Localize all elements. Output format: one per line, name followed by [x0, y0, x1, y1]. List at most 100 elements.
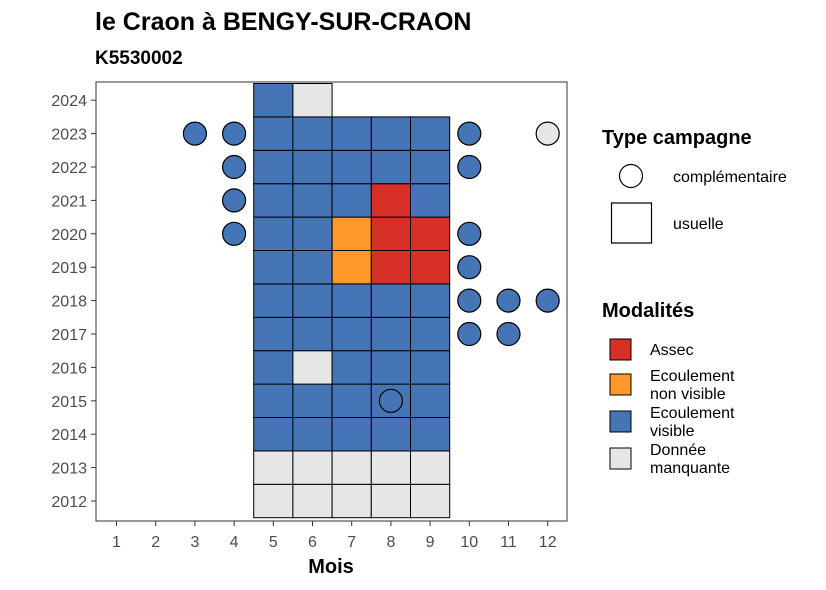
legend-label-manquante: Donnée manquante — [650, 442, 730, 477]
legend-swatch-assec — [609, 338, 632, 361]
cell-usuelle-2012-7 — [331, 483, 372, 519]
cell-usuelle-2021-8 — [370, 183, 411, 218]
cell-usuelle-2017-5 — [253, 316, 294, 352]
cell-usuelle-2019-9 — [410, 250, 451, 285]
x-tick-label-7: 7 — [347, 534, 356, 551]
legend-label-assec: Assec — [650, 342, 694, 359]
point-complementaire-2020-4 — [222, 221, 247, 246]
y-tick-label-2021: 2021 — [51, 193, 87, 210]
legend-label-visible: Ecoulement visible — [650, 405, 735, 440]
cell-usuelle-2018-6 — [292, 283, 333, 318]
cell-usuelle-2013-7 — [331, 450, 372, 485]
cell-usuelle-2020-8 — [370, 216, 411, 252]
cell-usuelle-2012-5 — [253, 483, 294, 519]
cell-usuelle-2015-6 — [292, 383, 333, 419]
cell-usuelle-2019-6 — [292, 250, 333, 285]
point-complementaire-2015-8 — [378, 388, 403, 413]
y-tick-label-2012: 2012 — [51, 494, 87, 511]
cell-usuelle-2018-9 — [410, 283, 451, 318]
cell-usuelle-2022-7 — [331, 149, 372, 185]
y-tick-label-2016: 2016 — [51, 360, 87, 377]
cell-usuelle-2013-5 — [253, 450, 294, 485]
cell-usuelle-2014-9 — [410, 417, 451, 452]
plot-cells — [253, 83, 451, 519]
cell-usuelle-2013-8 — [370, 450, 411, 485]
cell-usuelle-2023-8 — [370, 116, 411, 151]
legend-type-campagne-title: Type campagne — [602, 127, 752, 149]
legend-key-usuelle — [610, 202, 653, 244]
chart-subtitle: K5530002 — [95, 48, 183, 69]
y-tick-label-2019: 2019 — [51, 260, 87, 277]
cell-usuelle-2015-7 — [331, 383, 372, 419]
x-tick-label-12: 12 — [539, 534, 557, 551]
cell-usuelle-2012-6 — [292, 483, 333, 519]
cell-usuelle-2016-6 — [292, 350, 333, 385]
cell-usuelle-2021-9 — [410, 183, 451, 218]
point-complementaire-2022-4 — [222, 154, 247, 180]
point-complementaire-2023-12 — [535, 121, 560, 146]
point-complementaire-2023-4 — [222, 121, 247, 146]
y-tick-label-2014: 2014 — [51, 427, 87, 444]
y-tick-label-2013: 2013 — [51, 461, 87, 478]
cell-usuelle-2014-8 — [370, 417, 411, 452]
cell-usuelle-2018-8 — [370, 283, 411, 318]
cell-usuelle-2012-9 — [410, 483, 451, 519]
cell-usuelle-2019-8 — [370, 250, 411, 285]
cell-usuelle-2024-5 — [253, 83, 294, 118]
y-tick-label-2023: 2023 — [51, 127, 87, 144]
point-complementaire-2019-10 — [457, 255, 482, 280]
cell-usuelle-2021-7 — [331, 183, 372, 218]
x-tick-label-1: 1 — [112, 534, 121, 551]
y-tick-label-2015: 2015 — [51, 394, 87, 411]
legend-label-complementaire: complémentaire — [673, 169, 787, 186]
y-tick-label-2022: 2022 — [51, 160, 87, 177]
cell-usuelle-2016-8 — [370, 350, 411, 385]
legend-label-nonvisible: Ecoulement non visible — [650, 368, 735, 403]
x-tick-label-8: 8 — [386, 534, 395, 551]
y-axis: 2012 2013 2014 2015 2016 2017 2018 2019 2020 2021… — [51, 93, 96, 511]
x-tick-label-5: 5 — [269, 534, 278, 551]
point-complementaire-2023-3 — [182, 121, 207, 146]
y-tick-label-2017: 2017 — [51, 327, 87, 344]
x-tick-label-9: 9 — [426, 534, 435, 551]
cell-usuelle-2018-7 — [331, 283, 372, 318]
cell-usuelle-2022-6 — [292, 149, 333, 185]
plot-points — [182, 121, 560, 413]
x-tick-label-6: 6 — [308, 534, 317, 551]
cell-usuelle-2023-9 — [410, 116, 451, 151]
cell-usuelle-2016-5 — [253, 350, 294, 385]
point-complementaire-2018-11 — [496, 288, 521, 313]
plot-panel-border — [95, 81, 568, 522]
legend-swatch-nonvisible — [609, 373, 632, 396]
cell-usuelle-2020-7 — [331, 216, 372, 252]
point-complementaire-2017-10 — [457, 321, 482, 347]
cell-usuelle-2015-5 — [253, 383, 294, 419]
cell-usuelle-2013-9 — [410, 450, 451, 485]
cell-usuelle-2017-7 — [331, 316, 372, 352]
point-complementaire-2021-4 — [222, 188, 247, 213]
cell-usuelle-2012-8 — [370, 483, 411, 519]
cell-usuelle-2016-9 — [410, 350, 451, 385]
x-tick-label-10: 10 — [460, 534, 478, 551]
cell-usuelle-2020-9 — [410, 216, 451, 252]
x-tick-label-4: 4 — [230, 534, 239, 551]
legend-swatch-visible — [609, 410, 632, 433]
x-axis-title: Mois — [308, 556, 354, 578]
legend-key-complementaire — [618, 163, 644, 189]
cell-usuelle-2019-7 — [331, 250, 372, 285]
cell-usuelle-2017-6 — [292, 316, 333, 352]
legend-swatch-manquante — [609, 447, 632, 470]
x-tick-label-2: 2 — [151, 534, 160, 551]
cell-usuelle-2020-5 — [253, 216, 294, 252]
cell-usuelle-2021-5 — [253, 183, 294, 218]
y-tick-label-2018: 2018 — [51, 294, 87, 311]
cell-usuelle-2022-8 — [370, 149, 411, 185]
cell-usuelle-2017-9 — [410, 316, 451, 352]
cell-usuelle-2024-6 — [292, 83, 333, 118]
cell-usuelle-2023-7 — [331, 116, 372, 151]
legend-type-campagne: complémentaire usuelle — [610, 163, 787, 244]
cell-usuelle-2014-7 — [331, 417, 372, 452]
cell-usuelle-2023-5 — [253, 116, 294, 151]
